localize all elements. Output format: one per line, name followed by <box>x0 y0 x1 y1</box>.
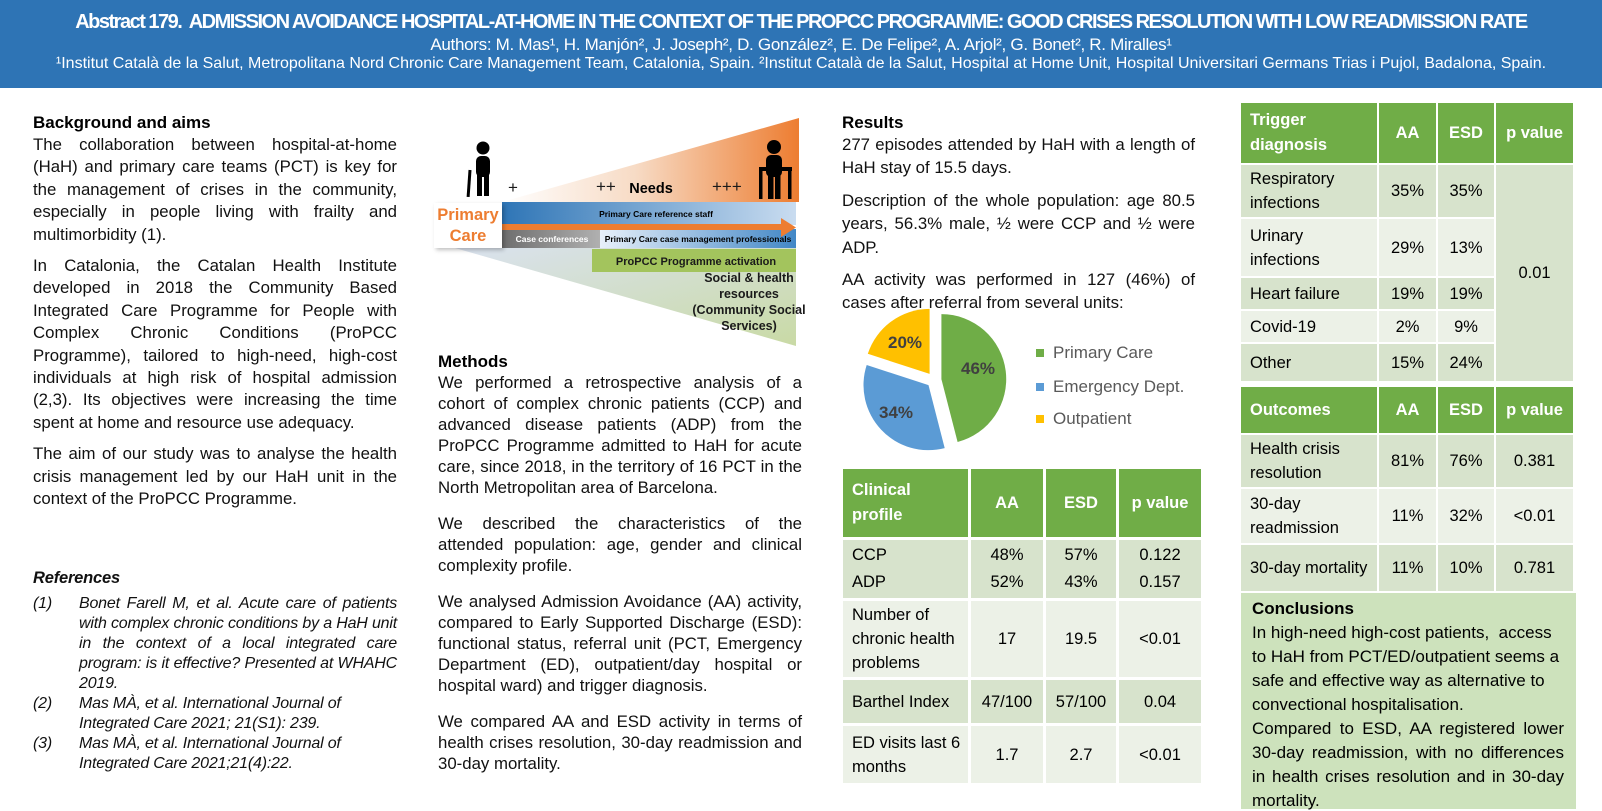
svg-text:Primary Care reference staff: Primary Care reference staff <box>599 209 713 219</box>
svg-text:Primary Care case management p: Primary Care case management professiona… <box>605 234 792 244</box>
svg-text:Needs: Needs <box>629 181 673 197</box>
svg-text:Social & health: Social & health <box>704 271 794 285</box>
svg-text:(Community Social: (Community Social <box>692 303 805 317</box>
svg-text:Case conferences: Case conferences <box>516 234 589 244</box>
svg-text:resources: resources <box>719 287 779 301</box>
svg-text:ProPCC Programme activation: ProPCC Programme activation <box>616 256 776 268</box>
svg-text:34%: 34% <box>879 403 913 422</box>
svg-text:20%: 20% <box>888 333 922 352</box>
svg-text:46%: 46% <box>961 359 995 378</box>
svg-text:+++: +++ <box>712 177 742 196</box>
svg-text:Services): Services) <box>721 319 777 333</box>
svg-text:+: + <box>508 178 518 197</box>
svg-text:++: ++ <box>596 177 616 196</box>
